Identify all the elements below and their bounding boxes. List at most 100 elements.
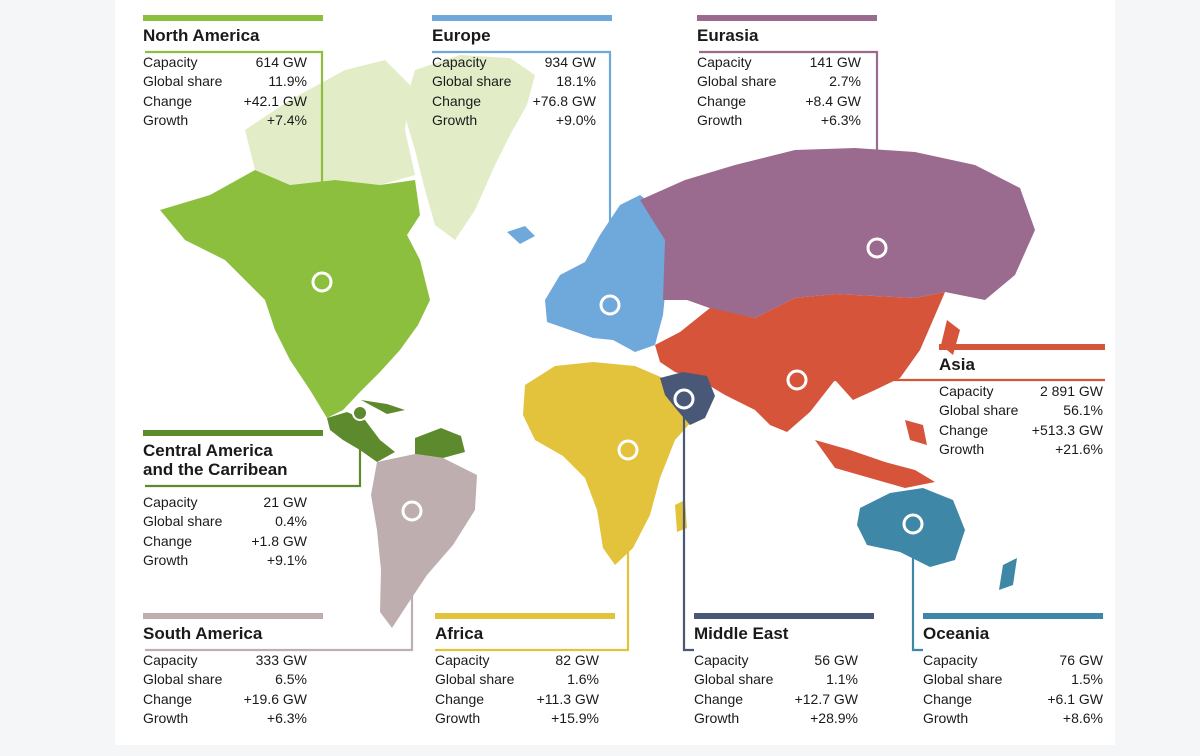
region-title: Oceania [923, 624, 990, 643]
europe-connector [432, 50, 612, 293]
greenland-shape [403, 55, 535, 240]
stat-row-capacity: Capacity 56 GW [694, 651, 858, 670]
stat-row-capacity: Capacity 82 GW [435, 651, 599, 670]
eurasia-shape [640, 148, 1035, 318]
stat-value: +42.1 GW [243, 92, 307, 109]
region-color-bar [143, 613, 323, 619]
stat-label: Change [432, 92, 482, 109]
stat-row-growth: Growth +8.6% [923, 709, 1103, 728]
stat-label: Global share [143, 513, 223, 530]
arctic-canada-shape [245, 60, 415, 185]
stat-row-change: Change +12.7 GW [694, 690, 858, 709]
stat-value: 141 GW [809, 54, 861, 70]
stat-label: Change [923, 690, 973, 707]
stat-label: Global share [923, 671, 1003, 688]
stat-row-growth: Growth +6.3% [697, 111, 861, 130]
stat-label: Capacity [923, 652, 978, 668]
stats-table: Capacity 82 GW Global share 1.6% Change +11… [435, 651, 599, 729]
region-south-america: South America Capacity 333 GW Global shar… [143, 613, 323, 729]
stat-value: +9.0% [555, 112, 596, 129]
region-title: Africa [435, 624, 484, 643]
stat-label: Change [143, 92, 193, 109]
stat-value: +513.3 GW [1031, 421, 1103, 438]
stat-row-capacity: Capacity 333 GW [143, 651, 307, 670]
stat-row-share: Global share 1.1% [694, 670, 858, 689]
oceania-connector [911, 535, 923, 652]
stat-value: 934 GW [544, 54, 596, 70]
middle-east-shape [660, 372, 715, 425]
stat-value: +8.6% [1062, 710, 1103, 727]
europe-shape [545, 195, 667, 352]
stat-label: Capacity [143, 494, 198, 510]
africa-marker [617, 439, 639, 461]
stat-label: Growth [143, 710, 189, 727]
stat-row-capacity: Capacity 934 GW [432, 53, 596, 72]
stat-row-change: Change +76.8 GW [432, 92, 596, 111]
region-color-bar [694, 613, 874, 619]
stat-label: Growth [143, 552, 189, 569]
stat-value: +11.3 GW [536, 690, 599, 707]
stat-label: Growth [697, 112, 743, 129]
region-title: Central America and the Carribean [143, 441, 323, 479]
region-title: North America [143, 26, 260, 45]
region-color-bar [923, 613, 1103, 619]
region-title: South America [143, 624, 263, 643]
stat-row-growth: Growth +21.6% [939, 440, 1103, 459]
stats-table: Capacity 2 891 GW Global share 56.1% Chang… [939, 382, 1103, 460]
stat-row-growth: Growth +6.3% [143, 709, 307, 728]
region-title-line1: Central America [143, 441, 273, 460]
stat-value: 614 GW [255, 54, 307, 70]
asia-shape [655, 292, 945, 432]
eurasia-marker [866, 237, 888, 259]
stat-label: Growth [694, 710, 740, 727]
stat-value: +21.6% [1055, 441, 1103, 458]
stat-value: +9.1% [266, 552, 307, 569]
stat-value: 18.1% [556, 73, 596, 90]
infographic-canvas: North America Capacity 614 GW Global shar… [115, 0, 1115, 745]
world-map [145, 50, 1105, 652]
south-america-connector [145, 520, 414, 652]
stat-value: +7.4% [266, 112, 307, 129]
stat-label: Capacity [143, 54, 198, 70]
stat-value: 1.6% [567, 671, 599, 688]
stats-table: Capacity 56 GW Global share 1.1% Change +12… [694, 651, 858, 729]
region-title: Europe [432, 26, 491, 45]
region-color-bar [432, 15, 612, 21]
stat-row-share: Global share 1.5% [923, 670, 1103, 689]
stat-row-change: Change +42.1 GW [143, 92, 307, 111]
central-america-shape [327, 400, 465, 462]
stats-table: Capacity 76 GW Global share 1.5% Change +6.… [923, 651, 1103, 729]
south-america-marker [401, 500, 423, 522]
stat-label: Global share [143, 73, 223, 90]
stat-row-capacity: Capacity 2 891 GW [939, 382, 1103, 401]
stat-value: +8.4 GW [805, 92, 861, 109]
stat-row-growth: Growth +7.4% [143, 111, 307, 130]
stat-row-share: Global share 1.6% [435, 670, 599, 689]
stat-value: +12.7 GW [794, 690, 858, 707]
middle-east-connector [682, 410, 694, 652]
stat-label: Change [143, 690, 193, 707]
stat-label: Growth [143, 112, 189, 129]
stat-label: Change [939, 421, 989, 438]
stat-row-change: Change +1.8 GW [143, 532, 307, 551]
region-color-bar [143, 15, 323, 21]
stat-row-change: Change +513.3 GW [939, 421, 1103, 440]
stat-row-share: Global share 56.1% [939, 401, 1103, 420]
stat-label: Change [435, 690, 485, 707]
stat-value: 11.9% [268, 73, 307, 90]
stat-label: Global share [939, 402, 1019, 419]
stat-value: +15.9% [551, 710, 599, 727]
stat-label: Change [697, 92, 747, 109]
north-america-connector [145, 50, 324, 270]
stat-label: Global share [143, 671, 223, 688]
stat-label: Capacity [697, 54, 752, 70]
region-asia: Asia Capacity 2 891 GW Global share 56.1% … [939, 344, 1105, 460]
asia-marker [786, 369, 808, 391]
iceland-shape [507, 226, 535, 244]
region-europe: Europe Capacity 934 GW Global share 18.1% … [432, 15, 612, 131]
stat-value: 82 GW [555, 652, 599, 668]
stat-value: +76.8 GW [532, 92, 596, 109]
stat-value: 21 GW [263, 494, 307, 510]
region-north-america: North America Capacity 614 GW Global shar… [143, 15, 323, 131]
stat-value: 56.1% [1063, 402, 1103, 419]
